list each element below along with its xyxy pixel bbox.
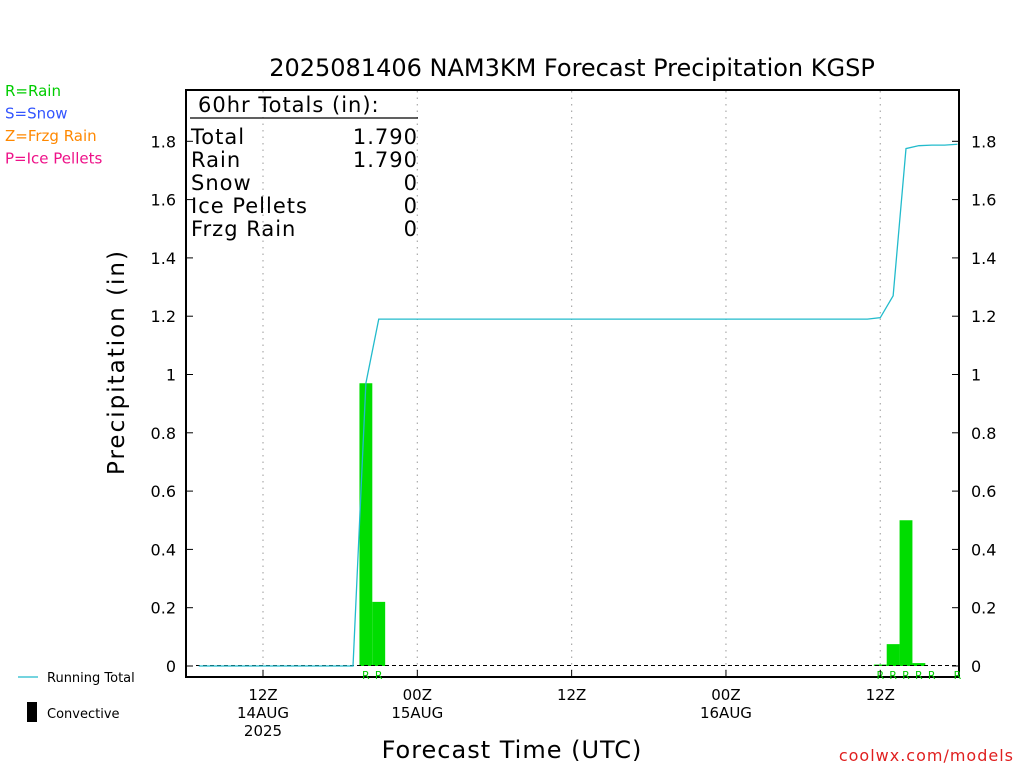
totals-row-value: 0 xyxy=(404,217,418,241)
totals-row-value: 0 xyxy=(404,171,418,195)
ptype-legend-item: S=Snow xyxy=(5,105,68,123)
ptype-letter: R xyxy=(902,669,910,682)
ptype-legend-item: R=Rain xyxy=(5,82,61,100)
ptype-letter: R xyxy=(915,669,923,682)
ptype-letter: R xyxy=(889,669,897,682)
y-tick-label-left: 0.4 xyxy=(151,540,176,559)
y-axis-ticks: 0 00.2 0.20.4 0.40.6 0.60.8 0.81 11.2 1.21.4 1.4… xyxy=(151,132,997,676)
running-total-line xyxy=(198,143,958,667)
ptype-letter: R xyxy=(928,669,936,682)
y-tick-label-right: 0.2 xyxy=(971,599,996,618)
y-tick-label-left: 0.6 xyxy=(151,482,176,501)
x-tick-label: 12Z xyxy=(866,686,895,704)
precip-bar xyxy=(886,644,900,666)
grid-lines xyxy=(262,91,881,676)
precip-bars xyxy=(359,383,926,666)
totals-row-label: Ice Pellets xyxy=(191,194,308,218)
totals-row-label: Frzg Rain xyxy=(191,217,296,241)
y-tick-label-right: 1 xyxy=(971,366,981,385)
totals-row-label: Snow xyxy=(191,171,252,195)
x-tick-label: 14AUG xyxy=(237,704,289,722)
y-tick-label-right: 0.8 xyxy=(971,424,996,443)
convective-legend: Convective xyxy=(27,702,120,722)
ptype-letter: R xyxy=(375,669,383,682)
y-tick-label-left: 1.2 xyxy=(151,307,176,326)
y-tick-label-left: 0.8 xyxy=(151,424,176,443)
ptype-letter: R xyxy=(362,669,370,682)
x-tick-label: 15AUG xyxy=(391,704,443,722)
y-tick-label-left: 1.6 xyxy=(151,191,176,210)
totals-row-label: Rain xyxy=(191,148,241,172)
precip-bar xyxy=(912,663,926,666)
y-tick-label-right: 0.4 xyxy=(971,540,996,559)
y-tick-label-right: 1.8 xyxy=(971,132,996,151)
ptype-legend: R=Rain S=Snow Z=Frzg Rain P=Ice Pellets xyxy=(5,82,102,168)
totals-row-value: 1.790 xyxy=(353,125,418,149)
y-tick-label-left: 1.8 xyxy=(151,132,176,151)
ptype-legend-item: P=Ice Pellets xyxy=(5,150,102,168)
y-tick-label-left: 0.2 xyxy=(151,599,176,618)
y-tick-label-right: 0.6 xyxy=(971,482,996,501)
ptype-marks: RRRRRRRR xyxy=(362,669,962,682)
y-tick-label-left: 1 xyxy=(166,366,176,385)
y-tick-label-left: 1.4 xyxy=(151,249,176,268)
totals-row-value: 0 xyxy=(404,194,418,218)
ptype-legend-item: Z=Frzg Rain xyxy=(5,127,97,145)
x-tick-label: 16AUG xyxy=(700,704,752,722)
precip-bar xyxy=(899,520,913,666)
credit-text: coolwx.com/models xyxy=(839,746,1014,765)
running-total-legend-label: Running Total xyxy=(47,671,135,686)
y-tick-label-right: 0 xyxy=(971,657,981,676)
ptype-letter: R xyxy=(954,669,962,682)
plot-frame xyxy=(185,89,960,678)
totals-header: 60hr Totals (in): xyxy=(198,93,380,117)
running-total-legend: Running Total xyxy=(18,671,135,686)
x-axis-label: Forecast Time (UTC) xyxy=(382,736,643,764)
x-tick-label: 00Z xyxy=(403,686,432,704)
x-tick-label: 00Z xyxy=(711,686,740,704)
precip-bar xyxy=(873,664,887,666)
precip-bar xyxy=(372,601,386,666)
x-tick-label: 12Z xyxy=(248,686,277,704)
totals-row-value: 1.790 xyxy=(353,148,418,172)
y-tick-label-right: 1.2 xyxy=(971,307,996,326)
y-tick-label-right: 1.6 xyxy=(971,191,996,210)
convective-legend-label: Convective xyxy=(47,707,120,722)
totals-row-label: Total xyxy=(190,125,245,149)
precip-bar xyxy=(359,383,373,666)
x-tick-label: 12Z xyxy=(557,686,586,704)
y-tick-label-left: 0 xyxy=(166,657,176,676)
y-axis-label: Precipitation (in) xyxy=(104,249,130,475)
x-tick-label: 2025 xyxy=(244,722,282,740)
chart-title: 2025081406 NAM3KM Forecast Precipitation… xyxy=(269,54,875,82)
convective-legend-swatch xyxy=(27,702,37,722)
totals-box: 60hr Totals (in): Total 1.790 Rain 1.790 Snow… xyxy=(190,93,418,241)
y-tick-label-right: 1.4 xyxy=(971,249,996,268)
